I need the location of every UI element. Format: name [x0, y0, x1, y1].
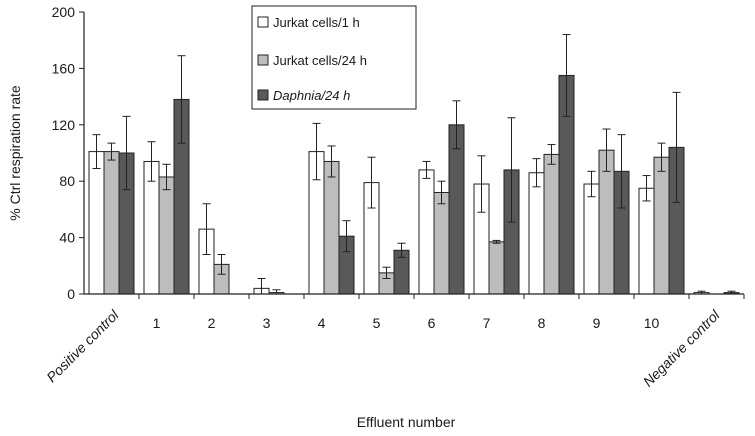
x-tick-label: 2: [208, 315, 216, 331]
bar-1-7: [488, 241, 505, 295]
legend-swatch-daphnia-24h: [257, 89, 269, 101]
x-tick-label: 9: [593, 315, 601, 331]
x-tick-label: 8: [538, 315, 546, 331]
bar-1-1: [158, 176, 175, 295]
y-tick-label: 80: [59, 173, 75, 189]
legend-swatch-jurkat-24h: [257, 54, 269, 66]
bar-1-8: [543, 153, 560, 295]
y-tick-label: 40: [59, 230, 75, 246]
legend-swatch-jurkat-1h: [257, 16, 269, 28]
bar-1-0: [103, 151, 120, 295]
x-tick-label: 7: [483, 315, 491, 331]
x-tick-label: 1: [153, 315, 161, 331]
bar-0-10: [638, 187, 655, 295]
y-tick-label: 200: [52, 4, 76, 20]
bar-0-6: [418, 169, 435, 295]
bar-1-4: [323, 160, 340, 295]
bar-1-6: [433, 191, 450, 295]
x-tick-label: Positive control: [43, 306, 122, 385]
y-tick-label: 0: [67, 286, 75, 302]
x-axis-title: Effluent number: [357, 414, 456, 430]
bars-layer: [88, 74, 740, 295]
legend: Jurkat cells/1 h Jurkat cells/24 h Daphn…: [251, 5, 417, 110]
y-axis-ticks: 0 40 80 120 160 200: [52, 4, 84, 302]
x-tick-label: 5: [373, 315, 381, 331]
bar-0-9: [583, 183, 600, 295]
bar-1-10: [653, 156, 670, 295]
bar-0-8: [528, 172, 545, 295]
x-tick-label: 10: [644, 315, 660, 331]
legend-label-jurkat-24h: Jurkat cells/24 h: [273, 53, 367, 68]
legend-label-jurkat-1h: Jurkat cells/1 h: [273, 15, 360, 30]
legend-label-daphnia-24h: Daphnia/24 h: [273, 88, 350, 103]
x-tick-label: 6: [428, 315, 436, 331]
bar-2-6: [448, 124, 465, 295]
x-tick-label: 4: [318, 315, 326, 331]
x-tick-label: 3: [263, 315, 271, 331]
y-tick-label: 120: [52, 117, 76, 133]
legend-frame: [251, 5, 417, 110]
bar-0-0: [88, 151, 105, 295]
y-axis-title: % Ctrl respiration rate: [7, 85, 23, 221]
y-tick-label: 160: [52, 60, 76, 76]
